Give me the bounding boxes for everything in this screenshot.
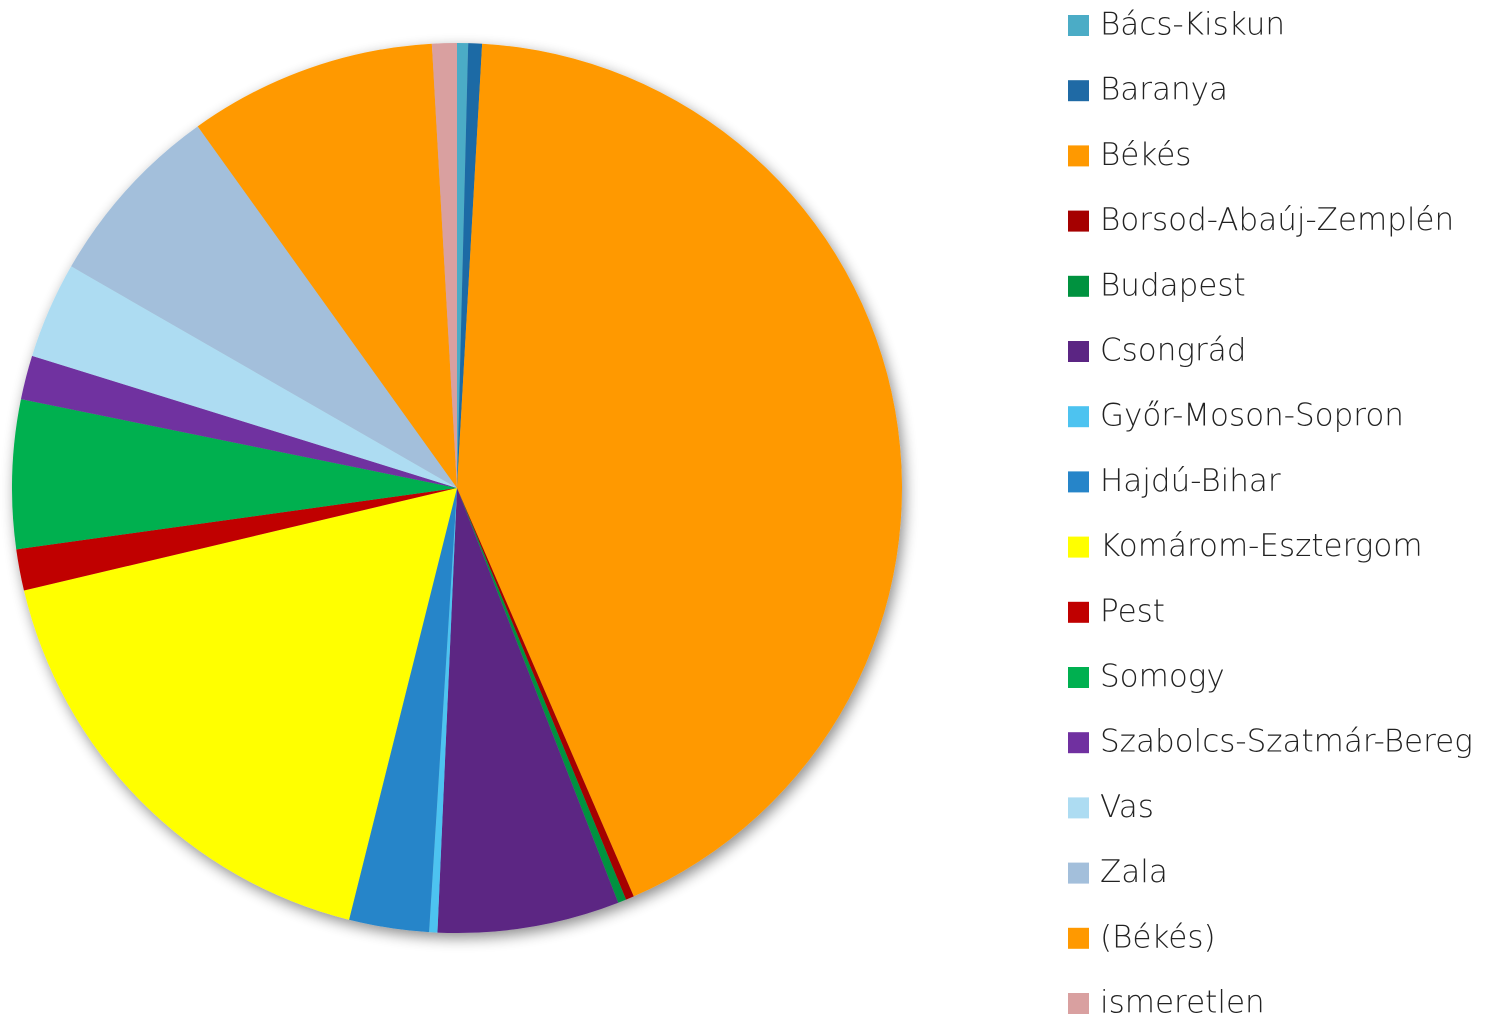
pie-slice [437, 488, 619, 933]
pie-slice [431, 43, 457, 488]
pie-slice [197, 43, 457, 489]
legend-label: (Békés) [1100, 919, 1216, 955]
legend-swatch [1068, 536, 1089, 558]
legend-swatch [1068, 732, 1089, 754]
legend-label: Vas [1100, 789, 1154, 825]
legend-label: Szabolcs-Szatmár-Bereg [1100, 724, 1473, 760]
pie-slice [12, 399, 458, 550]
pie-slice [71, 126, 458, 488]
legend-label: Hajdú-Bihar [1100, 463, 1281, 499]
pie-slice [23, 488, 458, 920]
pie-slice [349, 488, 457, 933]
legend-label: Komárom-Esztergom [1100, 528, 1423, 564]
pie-slice [16, 488, 458, 591]
legend-label: Somogy [1100, 659, 1225, 695]
legend-label: Csongrád [1100, 333, 1246, 369]
legend-swatch [1068, 145, 1089, 167]
legend-swatch [1068, 80, 1089, 102]
legend-swatch [1068, 341, 1089, 362]
legend-label: Budapest [1100, 267, 1246, 303]
legend-label: ismeretlen [1100, 985, 1265, 1019]
legend: Bács-Kiskun Baranya Békés Borsod-Abaúj-Zemp… [1068, 7, 1473, 1019]
legend-swatch [1068, 471, 1089, 493]
legend-label: Baranya [1100, 72, 1228, 108]
legend-swatch [1068, 927, 1089, 949]
legend-label: Békés [1100, 137, 1191, 173]
legend-swatch [1068, 406, 1089, 428]
pie-slice [20, 355, 457, 488]
legend-label: Bács-Kiskun [1100, 7, 1285, 43]
pie-slice [429, 488, 457, 933]
legend-label: Zala [1100, 854, 1168, 890]
legend-swatch [1068, 797, 1089, 819]
legend-label: Győr-Moson-Sopron [1100, 398, 1404, 434]
legend-swatch [1068, 993, 1089, 1014]
pie-slice [32, 266, 458, 488]
legend-swatch [1068, 862, 1089, 884]
legend-label: Borsod-Abaúj-Zemplén [1100, 202, 1454, 238]
pie-slice [457, 43, 483, 489]
pie-slice [457, 43, 903, 897]
pie-slice [457, 488, 634, 900]
legend-swatch [1068, 210, 1089, 232]
legend-swatch [1068, 275, 1089, 297]
legend-label: Pest [1100, 593, 1165, 629]
legend-swatch [1068, 15, 1089, 36]
legend-swatch [1068, 601, 1089, 623]
pie-slice [457, 488, 627, 903]
legend-swatch [1068, 667, 1089, 688]
pie [12, 43, 903, 933]
pie-slice [457, 43, 469, 488]
